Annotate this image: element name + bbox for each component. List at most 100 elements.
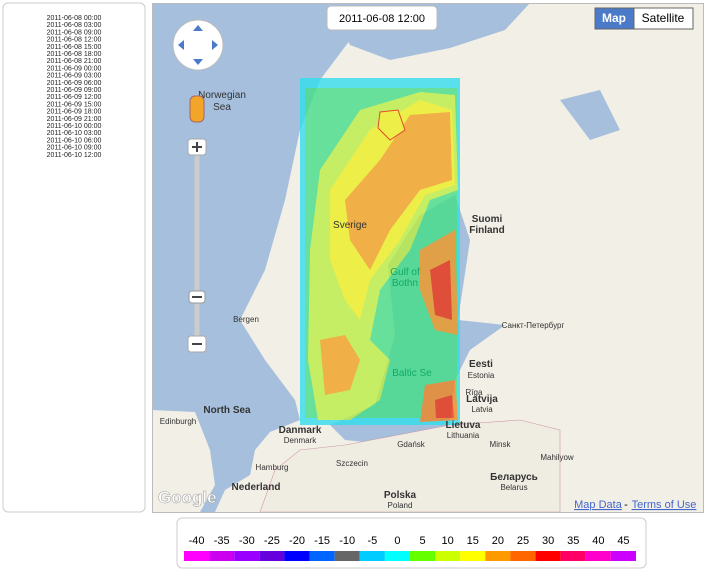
map-label: Szczecin: [336, 459, 368, 468]
timestamp[interactable]: 2011-06-09 03:00: [47, 73, 102, 80]
timestamp[interactable]: 2011-06-09 21:00: [47, 116, 102, 123]
map-label: Bothn: [392, 278, 418, 289]
legend-label: 35: [567, 535, 579, 547]
time-box: [326, 5, 438, 31]
timestamp[interactable]: 2011-06-08 03:00: [47, 22, 102, 29]
legend-label: -40: [189, 535, 205, 547]
time-panel: [2, 2, 146, 513]
map-label: Finland: [469, 225, 505, 236]
map-label: Danmark: [279, 425, 322, 436]
map-label: Gulf of: [390, 267, 420, 278]
map-label: Suomi: [472, 214, 503, 225]
overlay-zone: [345, 112, 452, 270]
legend-swatch: [234, 551, 260, 561]
timestamp[interactable]: 2011-06-09 18:00: [47, 109, 102, 116]
legend-swatch: [209, 551, 235, 561]
map-label: Lithuania: [447, 431, 480, 440]
timestamp[interactable]: 2011-06-08 21:00: [47, 58, 102, 65]
map-label: Hamburg: [256, 463, 289, 472]
timestamp[interactable]: 2011-06-09 09:00: [47, 87, 102, 94]
legend-swatch: [359, 551, 385, 561]
legend-swatch: [485, 551, 511, 561]
legend-label: -20: [289, 535, 305, 547]
timestamp[interactable]: 2011-06-08 12:00: [47, 37, 102, 44]
map-label: Minsk: [490, 440, 512, 449]
legend-label: -15: [314, 535, 330, 547]
legend-swatch: [585, 551, 611, 561]
timestamp[interactable]: 2011-06-10 06:00: [47, 137, 102, 144]
map-label: Sea: [213, 102, 231, 113]
map-label: Denmark: [284, 436, 317, 445]
timestamp[interactable]: 2011-06-10 09:00: [47, 145, 102, 152]
land: [259, 419, 561, 512]
map-label: Gdańsk: [397, 440, 426, 449]
timestamp[interactable]: 2011-06-10 00:00: [47, 123, 102, 130]
terms-link[interactable]: Terms of Use: [632, 499, 697, 511]
legend-swatch: [259, 551, 285, 561]
map-label: Rīga: [466, 388, 483, 397]
legend-swatch: [610, 551, 636, 561]
zoom-in-icon: [192, 142, 202, 152]
google-logo: Google: [158, 488, 217, 507]
legend-swatch: [284, 551, 310, 561]
legend-label: 40: [592, 535, 604, 547]
legend-swatch: [560, 551, 586, 561]
timestamp[interactable]: 2011-06-09 15:00: [47, 101, 102, 108]
sea: [152, 3, 350, 512]
pegman[interactable]: [189, 95, 205, 123]
legend: -40 -35 -30 -25 -20 -15 -10 -5 0 5 10 15 20 25 30 35 40 4…: [184, 535, 636, 561]
timestamp[interactable]: 2011-06-10 12:00: [47, 152, 102, 159]
legend-swatch: [384, 551, 410, 561]
timestamp[interactable]: 2011-06-08 00:00: [47, 15, 102, 22]
map-label: Estonia: [468, 371, 495, 380]
timestamp[interactable]: 2011-06-08 09:00: [47, 29, 102, 36]
legend-swatch: [535, 551, 561, 561]
overlay-zone: [320, 335, 360, 395]
land: [152, 410, 215, 512]
map-data-link[interactable]: Map Data: [574, 499, 623, 511]
legend-swatch: [435, 551, 461, 561]
legend-label: 25: [517, 535, 529, 547]
overlay-zone: [377, 109, 406, 141]
timestamp[interactable]: 2011-06-08 18:00: [47, 51, 102, 58]
legend-label: -30: [239, 535, 255, 547]
legend-swatch: [334, 551, 360, 561]
map-label: North Sea: [203, 405, 251, 416]
map-label: Baltic Se: [392, 368, 432, 379]
map-label: Nederland: [232, 482, 281, 493]
timestamp[interactable]: 2011-06-09 00:00: [47, 65, 102, 72]
sea: [560, 90, 620, 140]
map[interactable]: Norwegian Sea North Sea Suomi Finland Sv…: [152, 3, 703, 512]
legend-swatch: [460, 551, 486, 561]
map-label: Edinburgh: [160, 417, 196, 426]
legend-swatch: [510, 551, 536, 561]
legend-label: -35: [214, 535, 230, 547]
legend-swatch: [184, 551, 210, 561]
legend-label: 45: [617, 535, 629, 547]
overlay-zone: [435, 395, 454, 418]
satellite-button-label[interactable]: Satellite: [642, 11, 685, 25]
map-label: Санкт-Петербург: [502, 321, 565, 330]
map-label: Беларусь: [490, 472, 538, 483]
map-label: Poland: [388, 501, 413, 510]
legend-label: 5: [419, 535, 425, 547]
overlay-zone: [430, 260, 452, 320]
map-label: Mahilyow: [540, 453, 574, 462]
timestamp[interactable]: 2011-06-09 12:00: [47, 94, 102, 101]
legend-label: 15: [467, 535, 479, 547]
satellite-button[interactable]: [633, 7, 694, 30]
map-label: Eesti: [469, 359, 493, 370]
timestamp[interactable]: 2011-06-08 15:00: [47, 44, 102, 51]
map-label: Norwegian: [198, 90, 246, 101]
map-button-label[interactable]: Map: [602, 11, 626, 25]
timestamp[interactable]: 2011-06-10 03:00: [47, 130, 102, 137]
legend-label: -10: [339, 535, 355, 547]
timestamp[interactable]: 2011-06-09 06:00: [47, 80, 102, 87]
map-label: Lietuva: [445, 420, 480, 431]
pan-control[interactable]: [172, 19, 224, 71]
map-label: Bergen: [233, 315, 259, 324]
legend-label: 30: [542, 535, 554, 547]
map-label: Sverige: [333, 220, 367, 231]
